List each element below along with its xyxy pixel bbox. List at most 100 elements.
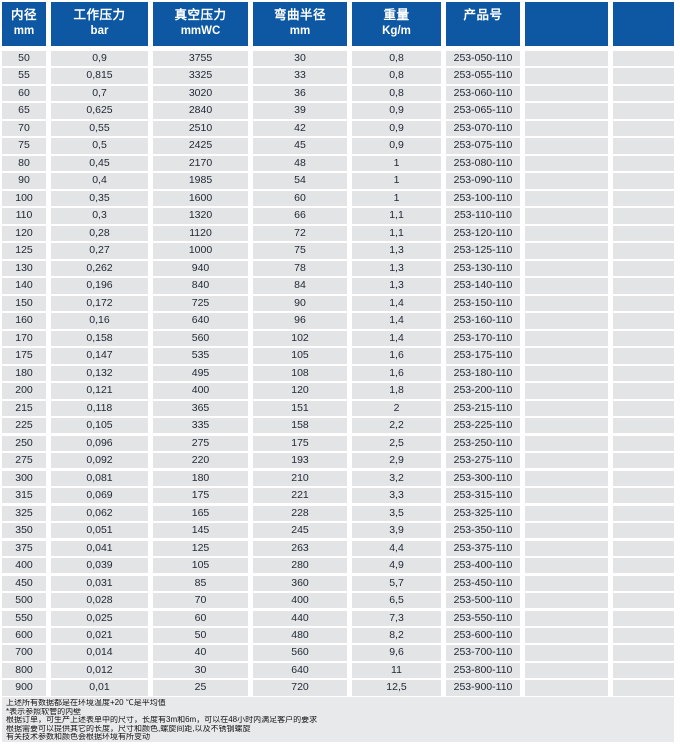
weight-cell: 7,3 <box>352 610 441 626</box>
empty-cell <box>613 558 674 574</box>
inner-diameter-cell: 600 <box>2 627 46 644</box>
working-pressure-cell: 0,105 <box>51 418 148 434</box>
product-code-cell: 253-350-110 <box>446 523 520 539</box>
vacuum-pressure-cell: 2840 <box>153 103 248 119</box>
working-pressure-cell: 0,014 <box>51 645 148 661</box>
table-row: 50 0,9 3755 30 0,8 253-050-110 <box>2 51 674 67</box>
product-code-cell: 253-550-110 <box>446 610 520 626</box>
product-code-cell: 253-070-110 <box>446 120 520 137</box>
inner-diameter-cell: 150 <box>2 295 46 312</box>
table-row: 175 0,147 535 105 1,6 253-175-110 <box>2 348 674 364</box>
empty-cell <box>525 610 608 626</box>
working-pressure-cell: 0,031 <box>51 575 148 591</box>
working-pressure-cell: 0,039 <box>51 558 148 574</box>
weight-cell: 1,1 <box>352 208 441 224</box>
inner-diameter-cell: 80 <box>2 155 46 172</box>
empty-cell <box>613 383 674 399</box>
bend-radius-cell: 102 <box>253 330 347 347</box>
vacuum-pressure-cell: 560 <box>153 330 248 347</box>
table-row: 160 0,16 640 96 1,4 253-160-110 <box>2 313 674 329</box>
vacuum-pressure-cell: 60 <box>153 610 248 626</box>
product-code-cell: 253-125-110 <box>446 243 520 259</box>
inner-diameter-cell: 275 <box>2 453 46 469</box>
header-title: 产品号 <box>463 8 503 22</box>
inner-diameter-cell: 225 <box>2 418 46 434</box>
working-pressure-cell: 0,081 <box>51 470 148 486</box>
empty-cell <box>613 51 674 67</box>
weight-cell: 2,9 <box>352 453 441 469</box>
vacuum-pressure-cell: 85 <box>153 575 248 591</box>
inner-diameter-cell: 170 <box>2 330 46 347</box>
vacuum-pressure-cell: 3020 <box>153 85 248 102</box>
weight-cell: 1,3 <box>352 243 441 259</box>
inner-diameter-cell: 450 <box>2 575 46 591</box>
vacuum-pressure-cell: 1320 <box>153 208 248 224</box>
bend-radius-cell: 84 <box>253 278 347 294</box>
header-title: 内径 <box>10 8 37 22</box>
table-row: 140 0,196 840 84 1,3 253-140-110 <box>2 278 674 294</box>
weight-cell: 0,8 <box>352 85 441 102</box>
table-header-row: 内径 mm 工作压力 bar 真空压力 mmWC 弯曲半径 mm 重量 Kg/m… <box>2 2 674 46</box>
table-row: 250 0,096 275 175 2,5 253-250-110 <box>2 435 674 451</box>
vacuum-pressure-cell: 180 <box>153 470 248 486</box>
bend-radius-cell: 90 <box>253 295 347 312</box>
vacuum-pressure-cell: 25 <box>153 680 248 696</box>
inner-diameter-cell: 180 <box>2 365 46 382</box>
working-pressure-cell: 0,4 <box>51 173 148 189</box>
product-code-cell: 253-100-110 <box>446 190 520 207</box>
working-pressure-cell: 0,7 <box>51 85 148 102</box>
product-code-cell: 253-900-110 <box>446 680 520 696</box>
working-pressure-cell: 0,051 <box>51 523 148 539</box>
weight-cell: 8,2 <box>352 627 441 644</box>
empty-cell <box>525 155 608 172</box>
product-code-cell: 253-250-110 <box>446 435 520 451</box>
hose-spec-table: 内径 mm 工作压力 bar 真空压力 mmWC 弯曲半径 mm 重量 Kg/m… <box>2 2 674 698</box>
bend-radius-cell: 48 <box>253 155 347 172</box>
bend-radius-cell: 151 <box>253 400 347 416</box>
weight-cell: 1,4 <box>352 295 441 312</box>
empty-cell <box>613 435 674 451</box>
header-title: 重量 <box>383 8 410 22</box>
weight-cell: 3,5 <box>352 505 441 521</box>
weight-cell: 0,8 <box>352 68 441 84</box>
table-row: 325 0,062 165 228 3,5 253-325-110 <box>2 505 674 521</box>
bend-radius-cell: 210 <box>253 470 347 486</box>
header-unit: Kg/m <box>382 25 411 37</box>
table-row: 90 0,4 1985 54 1 253-090-110 <box>2 173 674 189</box>
bend-radius-cell: 36 <box>253 85 347 102</box>
weight-cell: 1,3 <box>352 278 441 294</box>
footnotes-block: 上述所有数据都是在环境温度+20 ℃是平均值 *表示参照软管的内壁 根据订单，可… <box>2 697 674 742</box>
weight-cell: 9,6 <box>352 645 441 661</box>
empty-cell <box>613 523 674 539</box>
inner-diameter-cell: 215 <box>2 400 46 416</box>
product-code-cell: 253-060-110 <box>446 85 520 102</box>
bend-radius-cell: 640 <box>253 662 347 679</box>
inner-diameter-cell: 550 <box>2 610 46 626</box>
empty-cell <box>525 330 608 347</box>
inner-diameter-cell: 130 <box>2 260 46 277</box>
table-row: 315 0,069 175 221 3,3 253-315-110 <box>2 488 674 504</box>
empty-cell <box>613 225 674 242</box>
weight-cell: 2,2 <box>352 418 441 434</box>
empty-cell <box>613 662 674 679</box>
inner-diameter-cell: 375 <box>2 540 46 556</box>
vacuum-pressure-cell: 125 <box>153 540 248 556</box>
working-pressure-cell: 0,45 <box>51 155 148 172</box>
product-code-cell: 253-800-110 <box>446 662 520 679</box>
table-row: 225 0,105 335 158 2,2 253-225-110 <box>2 418 674 434</box>
vacuum-pressure-cell: 50 <box>153 627 248 644</box>
table-row: 600 0,021 50 480 8,2 253-600-110 <box>2 627 674 644</box>
header-cell-inner-diameter: 内径 mm <box>2 2 46 46</box>
working-pressure-cell: 0,041 <box>51 540 148 556</box>
vacuum-pressure-cell: 840 <box>153 278 248 294</box>
inner-diameter-cell: 200 <box>2 383 46 399</box>
product-code-cell: 253-600-110 <box>446 627 520 644</box>
working-pressure-cell: 0,27 <box>51 243 148 259</box>
footnote-line: 根据需要可以提供其它的长度，尺寸和颜色,螺旋间距,以及不锈钢螺旋 <box>6 724 251 733</box>
weight-cell: 6,5 <box>352 593 441 609</box>
bend-radius-cell: 245 <box>253 523 347 539</box>
table-row: 300 0,081 180 210 3,2 253-300-110 <box>2 470 674 486</box>
bend-radius-cell: 120 <box>253 383 347 399</box>
header-unit: mm <box>13 25 35 37</box>
